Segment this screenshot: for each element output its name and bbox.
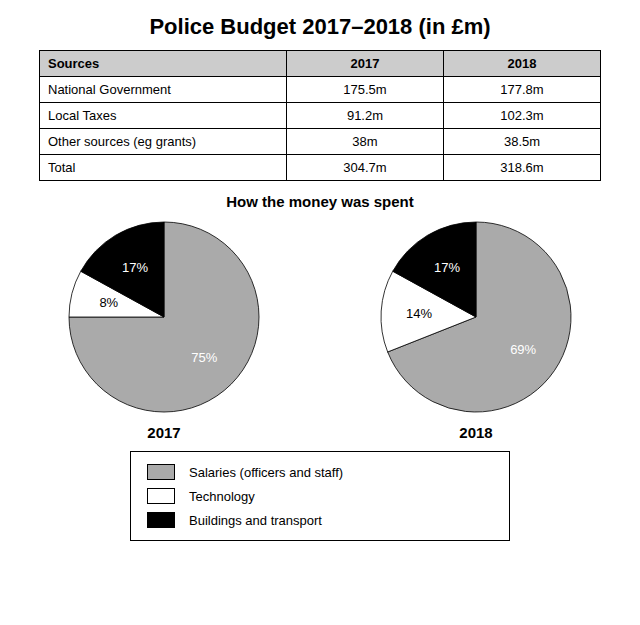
html-text:How the money was spent: How the money was spent xyxy=(226,193,414,210)
html-text:2018: 2018 xyxy=(459,424,493,441)
html-text:Other sources (eg grants): Other sources (eg grants) xyxy=(48,134,197,149)
html-text:2017: 2017 xyxy=(350,56,380,71)
html-text:2018: 2018 xyxy=(507,56,537,71)
svg-text:17%: 17% xyxy=(122,260,148,275)
svg-text:17%: 17% xyxy=(434,260,460,275)
svg-text:14%: 14% xyxy=(406,306,432,321)
svg-text:69%: 69% xyxy=(510,342,536,357)
svg-text:8%: 8% xyxy=(99,295,118,310)
html-text:175.5m: 175.5m xyxy=(343,82,387,97)
html-text:Salaries (officers and staff): Salaries (officers and staff) xyxy=(189,464,344,480)
svg-text:75%: 75% xyxy=(191,350,217,365)
html-text:38m: 38m xyxy=(352,134,378,149)
html-text:Technology: Technology xyxy=(189,488,255,504)
html-text:304.7m: 304.7m xyxy=(343,160,387,175)
html-text:Police Budget 2017–2018 (in £m: Police Budget 2017–2018 (in £m) xyxy=(149,14,491,39)
html-text:Sources: Sources xyxy=(48,56,100,71)
html-text:Total: Total xyxy=(48,160,76,175)
html-text:318.6m: 318.6m xyxy=(500,160,544,175)
html-text:Buildings and transport: Buildings and transport xyxy=(189,512,322,528)
html-text:National Government: National Government xyxy=(48,82,171,97)
html-text:102.3m: 102.3m xyxy=(500,108,544,123)
html-text:2017: 2017 xyxy=(147,424,181,441)
html-text:Local Taxes: Local Taxes xyxy=(48,108,117,123)
html-text:38.5m: 38.5m xyxy=(503,134,541,149)
html-text:177.8m: 177.8m xyxy=(500,82,544,97)
html-text:91.2m: 91.2m xyxy=(346,108,383,123)
